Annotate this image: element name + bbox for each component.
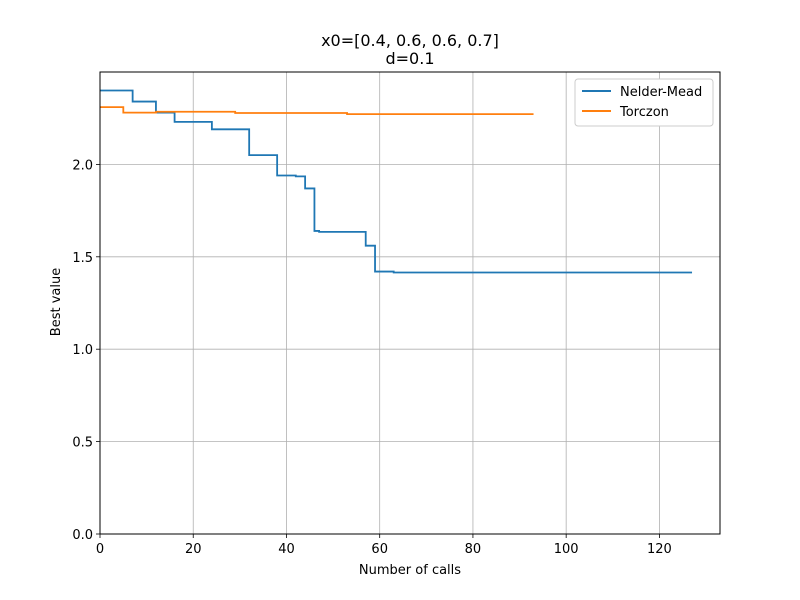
x-tick-label: 20 bbox=[185, 542, 202, 557]
plot-area-frame bbox=[99, 71, 721, 535]
y-axis-label: Best value bbox=[49, 268, 64, 336]
y-tick-label: 0.0 bbox=[72, 528, 93, 543]
x-tick-label: 120 bbox=[647, 542, 672, 557]
chart-subtitle: d=0.1 bbox=[385, 49, 434, 68]
series-layer bbox=[100, 89, 693, 274]
y-tick-label: 1.5 bbox=[72, 251, 93, 266]
x-tick-label: 60 bbox=[371, 542, 388, 557]
y-tick-label: 1.0 bbox=[72, 343, 93, 358]
x-tick-label: 40 bbox=[278, 542, 295, 557]
x-axis-label: Number of calls bbox=[359, 563, 461, 578]
y-tick-label: 0.5 bbox=[72, 436, 93, 451]
series-line-nelder-mead bbox=[100, 89, 693, 274]
ticks: 0 20 40 60 80 100 120 0.0 0.5 1.0 1.5 2.0 bbox=[72, 158, 672, 557]
series-line-torczon bbox=[100, 106, 534, 116]
legend-label-nelder-mead: Nelder-Mead bbox=[620, 85, 702, 100]
chart-title: x0=[0.4, 0.6, 0.6, 0.7] bbox=[321, 31, 499, 50]
legend-label-torczon: Torczon bbox=[619, 105, 669, 120]
x-tick-label: 100 bbox=[554, 542, 579, 557]
x-tick-label: 80 bbox=[465, 542, 482, 557]
legend: Nelder-Mead Torczon bbox=[574, 78, 714, 127]
x-tick-label: 0 bbox=[96, 542, 104, 557]
y-tick-label: 2.0 bbox=[72, 158, 93, 173]
